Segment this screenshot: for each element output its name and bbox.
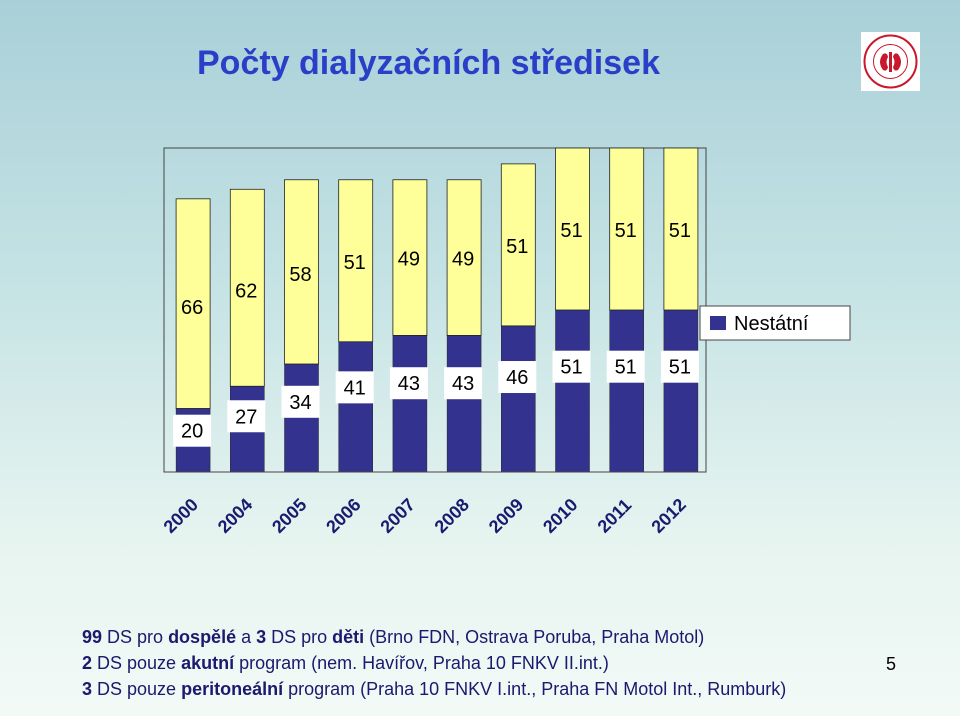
data-label-lower-2007: 43	[398, 373, 420, 395]
data-label-upper-2008: 49	[452, 248, 474, 270]
label-box-lower-2008	[444, 367, 483, 400]
bar-upper-2004	[229, 188, 265, 387]
note-2-count: 2	[82, 653, 93, 673]
x-tick-label-2004: 2004	[214, 495, 256, 537]
note-3-count: 3	[82, 679, 93, 699]
x-tick-label-2012: 2012	[647, 495, 689, 537]
data-label-upper-2012: 51	[669, 220, 691, 242]
page-number: 5	[886, 654, 897, 674]
x-tick-label-2011: 2011	[594, 495, 636, 537]
data-label-upper-2011: 51	[615, 220, 637, 242]
legend-swatch	[710, 316, 726, 330]
label-box-lower-2007	[389, 367, 428, 400]
x-tick-label-2006: 2006	[322, 495, 364, 537]
data-label-lower-2006: 41	[344, 377, 366, 399]
note-line-2: 2 DS pouze akutní program (nem. Havířov,…	[82, 653, 609, 673]
data-label-lower-2004: 27	[235, 406, 257, 428]
bar-upper-2005	[284, 179, 319, 365]
data-label-lower-2008: 43	[452, 373, 474, 395]
x-tick-label-2010: 2010	[539, 495, 581, 537]
data-label-upper-2007: 49	[398, 248, 420, 270]
bar-lower-2008	[446, 335, 482, 473]
legend-label: Nestátní	[734, 313, 809, 335]
data-label-upper-2006: 51	[344, 252, 366, 274]
data-label-upper-2009: 51	[506, 236, 528, 258]
note-line-1: 99 DS pro dospělé a 3 DS pro děti (Brno …	[82, 627, 705, 647]
bar-upper-2000	[175, 198, 211, 409]
bar-lower-2009	[501, 325, 536, 473]
nephrology-society-logo	[861, 32, 920, 91]
bar-upper-2007	[392, 179, 428, 336]
bar-upper-2010	[555, 147, 590, 311]
data-label-upper-2004: 62	[235, 281, 257, 303]
bar-lower-2012	[663, 309, 699, 473]
bar-lower-2007	[392, 335, 428, 473]
data-label-lower-2009: 46	[506, 367, 528, 389]
bar-lower-2005	[284, 363, 319, 473]
bar-lower-2006	[338, 341, 373, 473]
x-tick-label-2007: 2007	[376, 495, 418, 537]
note-1-count: 99	[82, 627, 103, 647]
bar-lower-2010	[555, 309, 590, 473]
label-box-lower-2006	[335, 371, 374, 404]
label-box-lower-2011	[606, 350, 645, 383]
x-tick-label-2005: 2005	[268, 495, 310, 537]
x-tick-label-2008: 2008	[431, 495, 473, 537]
data-label-upper-2005: 58	[289, 264, 311, 286]
data-label-lower-2000: 20	[181, 421, 203, 443]
x-tick-label-2009: 2009	[485, 495, 527, 537]
label-box-lower-2012	[660, 350, 699, 383]
bar-upper-2008	[446, 179, 482, 336]
stacked-bar-chart: 20 66 27 62 34 58 41 51 43 49 43 49 46 51 51 51 51 51 51 51…	[160, 147, 851, 537]
data-label-lower-2011: 51	[615, 357, 637, 379]
data-label-lower-2005: 34	[289, 392, 311, 414]
data-label-upper-2000: 66	[181, 297, 203, 319]
label-box-lower-2005	[281, 385, 320, 418]
page-title: Počty dialyzačních středisek	[197, 44, 660, 82]
label-box-lower-2009	[498, 361, 537, 394]
bar-lower-2011	[609, 309, 644, 473]
bar-upper-2011	[609, 147, 645, 311]
data-label-upper-2010: 51	[560, 220, 582, 242]
bar-upper-2006	[338, 179, 374, 343]
data-label-lower-2010: 51	[560, 357, 582, 379]
label-box-lower-2010	[552, 350, 591, 383]
bar-upper-2009	[500, 163, 536, 327]
note-line-3: 3 DS pouze peritoneální program (Praha 1…	[82, 679, 787, 699]
label-box-lower-2000	[173, 414, 212, 447]
bar-upper-2012	[663, 147, 699, 311]
data-label-lower-2012: 51	[669, 357, 691, 379]
label-box-lower-2004	[227, 400, 266, 433]
x-tick-label-2000: 2000	[160, 495, 202, 537]
